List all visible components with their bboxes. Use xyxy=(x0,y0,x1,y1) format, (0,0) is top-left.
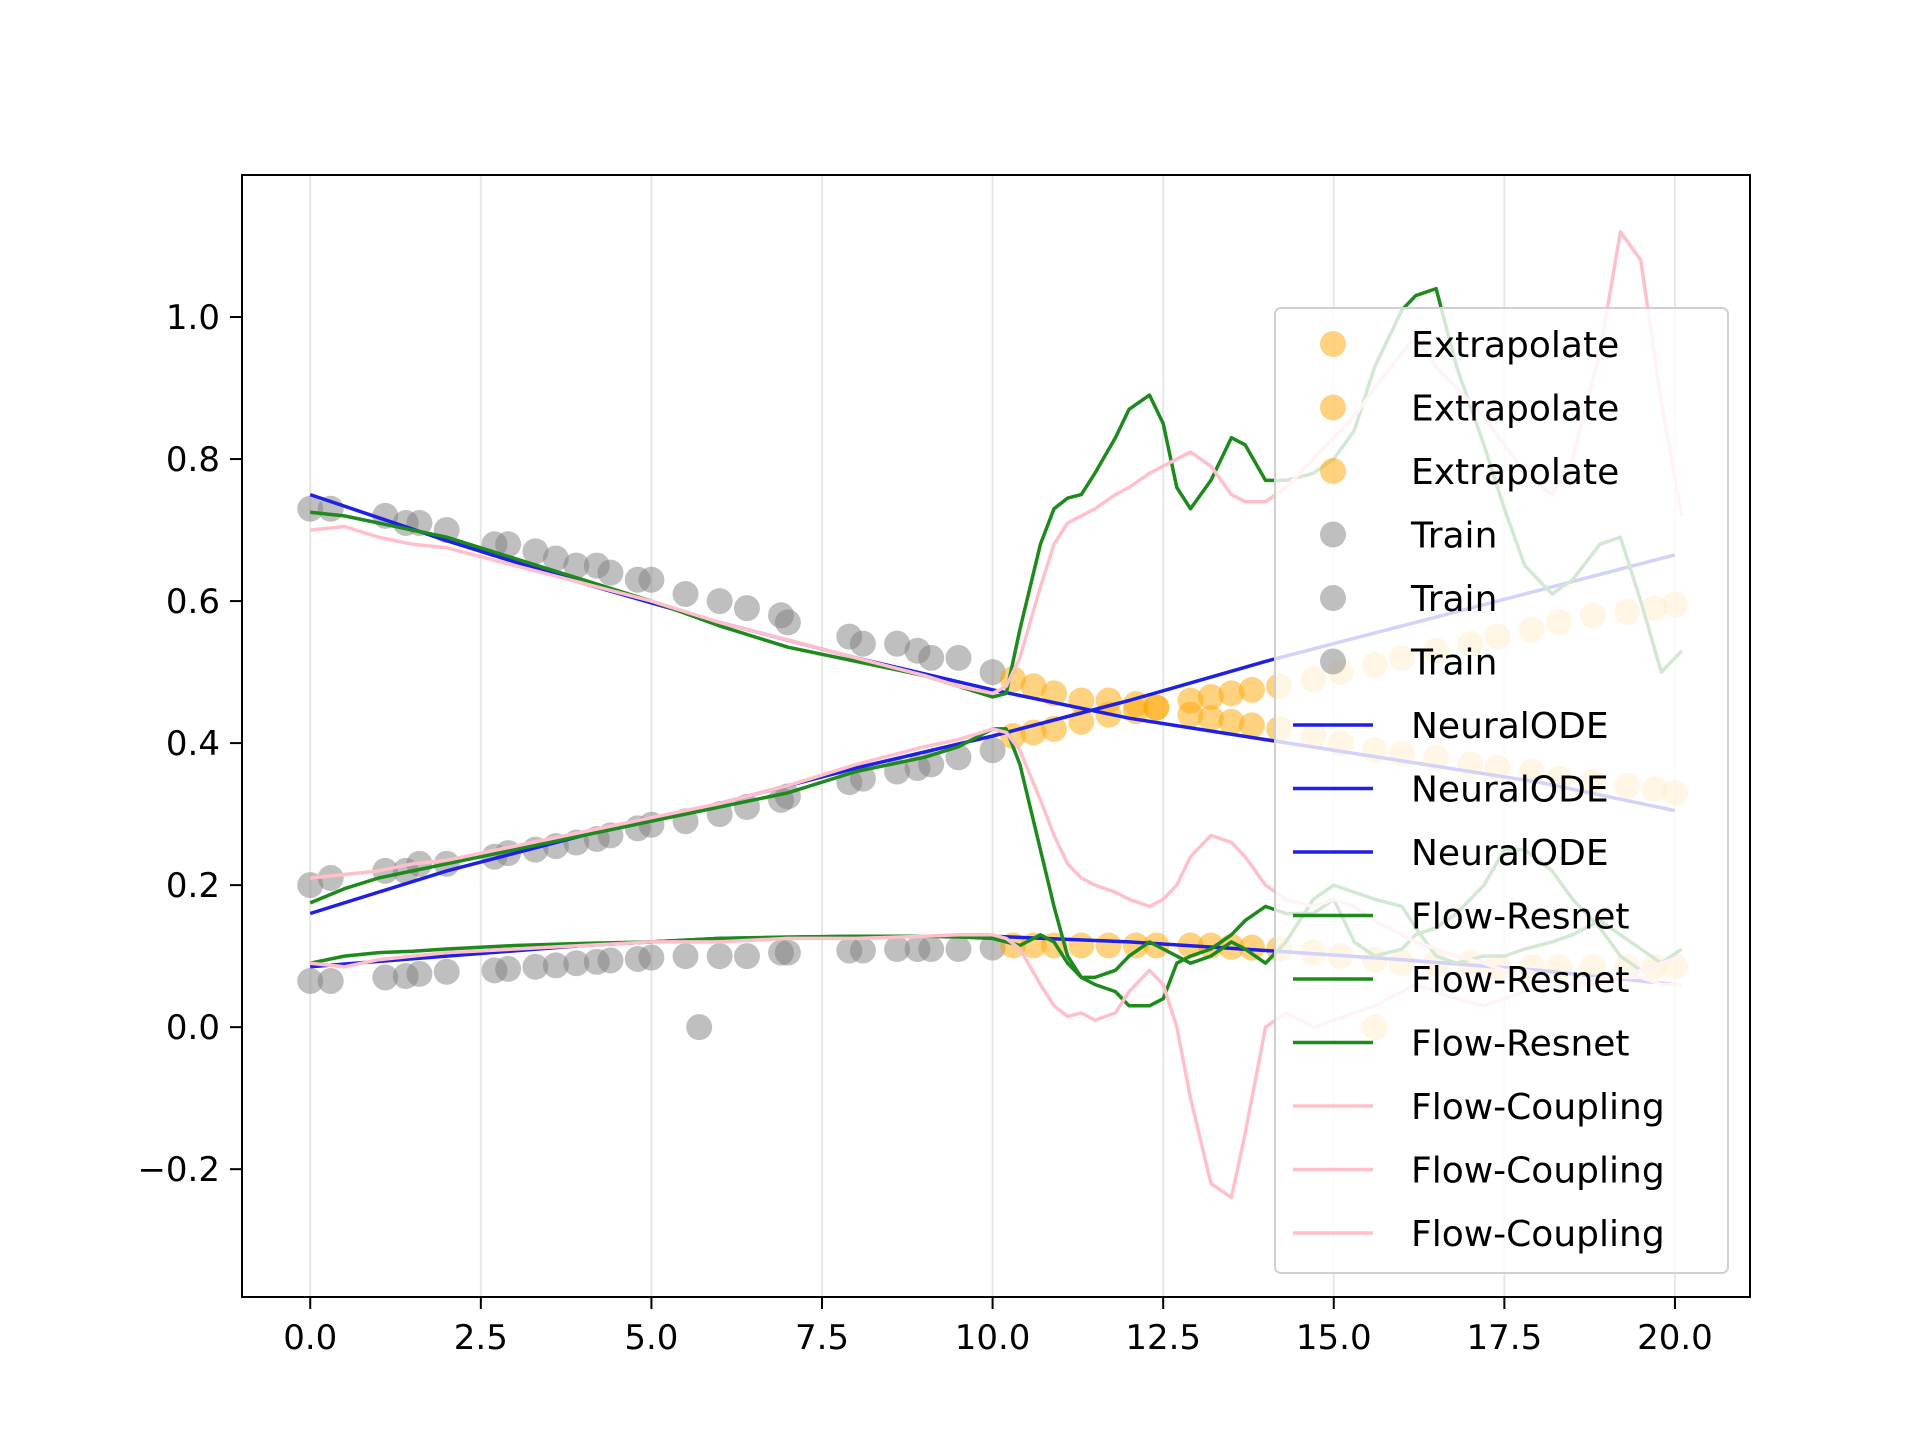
scatter-point xyxy=(979,737,1006,764)
scatter-point xyxy=(884,936,911,963)
scatter-point xyxy=(774,609,801,636)
x-tick-label: 5.0 xyxy=(624,1318,678,1358)
x-tick-label: 12.5 xyxy=(1125,1318,1201,1358)
legend-label: Flow-Coupling xyxy=(1411,1151,1665,1192)
scatter-point xyxy=(317,967,344,994)
x-tick-label: 15.0 xyxy=(1296,1318,1372,1358)
y-tick-label: 0.6 xyxy=(166,582,220,622)
scatter-point xyxy=(372,964,399,991)
scatter-point xyxy=(317,865,344,892)
y-axis: −0.2 0.0 0.2 0.4 0.6 0.8 1.0 xyxy=(137,298,242,1190)
scatter-point xyxy=(1197,683,1224,710)
scatter-point xyxy=(774,939,801,966)
scatter-point xyxy=(1177,687,1204,714)
scatter-point xyxy=(918,644,945,671)
legend-marker xyxy=(1320,394,1346,421)
legend-label: Flow-Resnet xyxy=(1411,897,1630,938)
scatter-point xyxy=(1143,694,1170,721)
scatter-point xyxy=(522,538,549,565)
scatter-point xyxy=(297,495,324,522)
legend: Extrapolate Extrapolate Extrapolate Train Tr… xyxy=(1274,307,1729,1274)
legend-label: Flow-Resnet xyxy=(1411,1024,1630,1065)
scatter-point xyxy=(1218,708,1245,735)
scatter-point xyxy=(918,936,945,963)
scatter-point xyxy=(597,559,624,586)
scatter-point xyxy=(433,958,460,985)
legend-label: Train xyxy=(1410,516,1497,557)
scatter-point xyxy=(945,644,972,671)
scatter-point xyxy=(849,937,876,964)
plot-frame xyxy=(241,174,1751,1298)
scatter-point xyxy=(542,952,569,979)
legend-marker xyxy=(1320,521,1346,548)
scatter-point xyxy=(597,947,624,974)
scatter-point xyxy=(542,545,569,572)
legend-label: Train xyxy=(1410,643,1497,684)
legend-label: Flow-Coupling xyxy=(1411,1214,1665,1255)
scatter-point xyxy=(563,552,590,579)
scatter-point xyxy=(495,955,522,982)
scatter-point xyxy=(884,630,911,657)
scatter-point xyxy=(945,744,972,771)
scatter-point xyxy=(1238,712,1265,739)
legend-label: Extrapolate xyxy=(1411,325,1619,366)
scatter-point xyxy=(706,943,733,970)
scatter-point xyxy=(1095,932,1122,959)
legend-label: Flow-Resnet xyxy=(1411,960,1630,1001)
scatter-point xyxy=(406,960,433,987)
y-tick-label: −0.2 xyxy=(137,1150,220,1190)
y-tick-label: 0.2 xyxy=(166,866,220,906)
x-tick-label: 7.5 xyxy=(795,1318,849,1358)
scatter-point xyxy=(1068,932,1095,959)
scatter-point xyxy=(638,566,665,593)
legend-marker xyxy=(1320,458,1346,484)
legend-label: Train xyxy=(1410,579,1497,620)
legend-label: Extrapolate xyxy=(1411,452,1619,493)
y-tick-label: 0.4 xyxy=(166,724,220,764)
legend-marker xyxy=(1320,331,1346,357)
scatter-point xyxy=(733,595,760,622)
scatter-point xyxy=(1122,932,1149,959)
scatter-point xyxy=(706,588,733,615)
legend-label: Flow-Coupling xyxy=(1411,1087,1665,1128)
scatter-point xyxy=(849,630,876,657)
scatter-point xyxy=(563,950,590,977)
legend-label: Extrapolate xyxy=(1411,389,1619,430)
scatter-point xyxy=(1197,705,1224,732)
scatter-point xyxy=(522,953,549,980)
legend-box xyxy=(1274,307,1729,1274)
scatter-point xyxy=(297,967,324,994)
x-tick-label: 2.5 xyxy=(454,1318,508,1358)
legend-marker xyxy=(1320,648,1346,675)
x-tick-label: 10.0 xyxy=(955,1318,1031,1358)
scatter-point xyxy=(1238,676,1265,703)
scatter-point xyxy=(638,944,665,971)
x-tick-label: 17.5 xyxy=(1467,1318,1543,1358)
scatter-point xyxy=(979,659,1006,686)
legend-marker xyxy=(1320,585,1346,611)
x-axis: 0.0 2.5 5.0 7.5 10.0 12.5 15.0 17.5 20.0 xyxy=(283,1297,1713,1358)
scatter-point xyxy=(495,531,522,558)
scatter-point xyxy=(1020,673,1047,700)
scatter-point xyxy=(945,936,972,963)
scatter-point xyxy=(1218,680,1245,707)
y-tick-label: 1.0 xyxy=(166,298,220,338)
scatter-point xyxy=(672,943,699,970)
x-tick-label: 20.0 xyxy=(1637,1318,1713,1358)
y-tick-label: 0.8 xyxy=(166,440,220,480)
scatter-point xyxy=(733,943,760,970)
legend-label: NeuralODE xyxy=(1411,706,1609,747)
legend-label: NeuralODE xyxy=(1411,833,1609,874)
scatter-point xyxy=(686,1014,713,1041)
scatter-point xyxy=(672,580,699,607)
scatter-point xyxy=(1238,934,1265,961)
x-tick-label: 0.0 xyxy=(283,1318,337,1358)
legend-label: NeuralODE xyxy=(1411,770,1609,811)
y-tick-label: 0.0 xyxy=(166,1008,220,1048)
